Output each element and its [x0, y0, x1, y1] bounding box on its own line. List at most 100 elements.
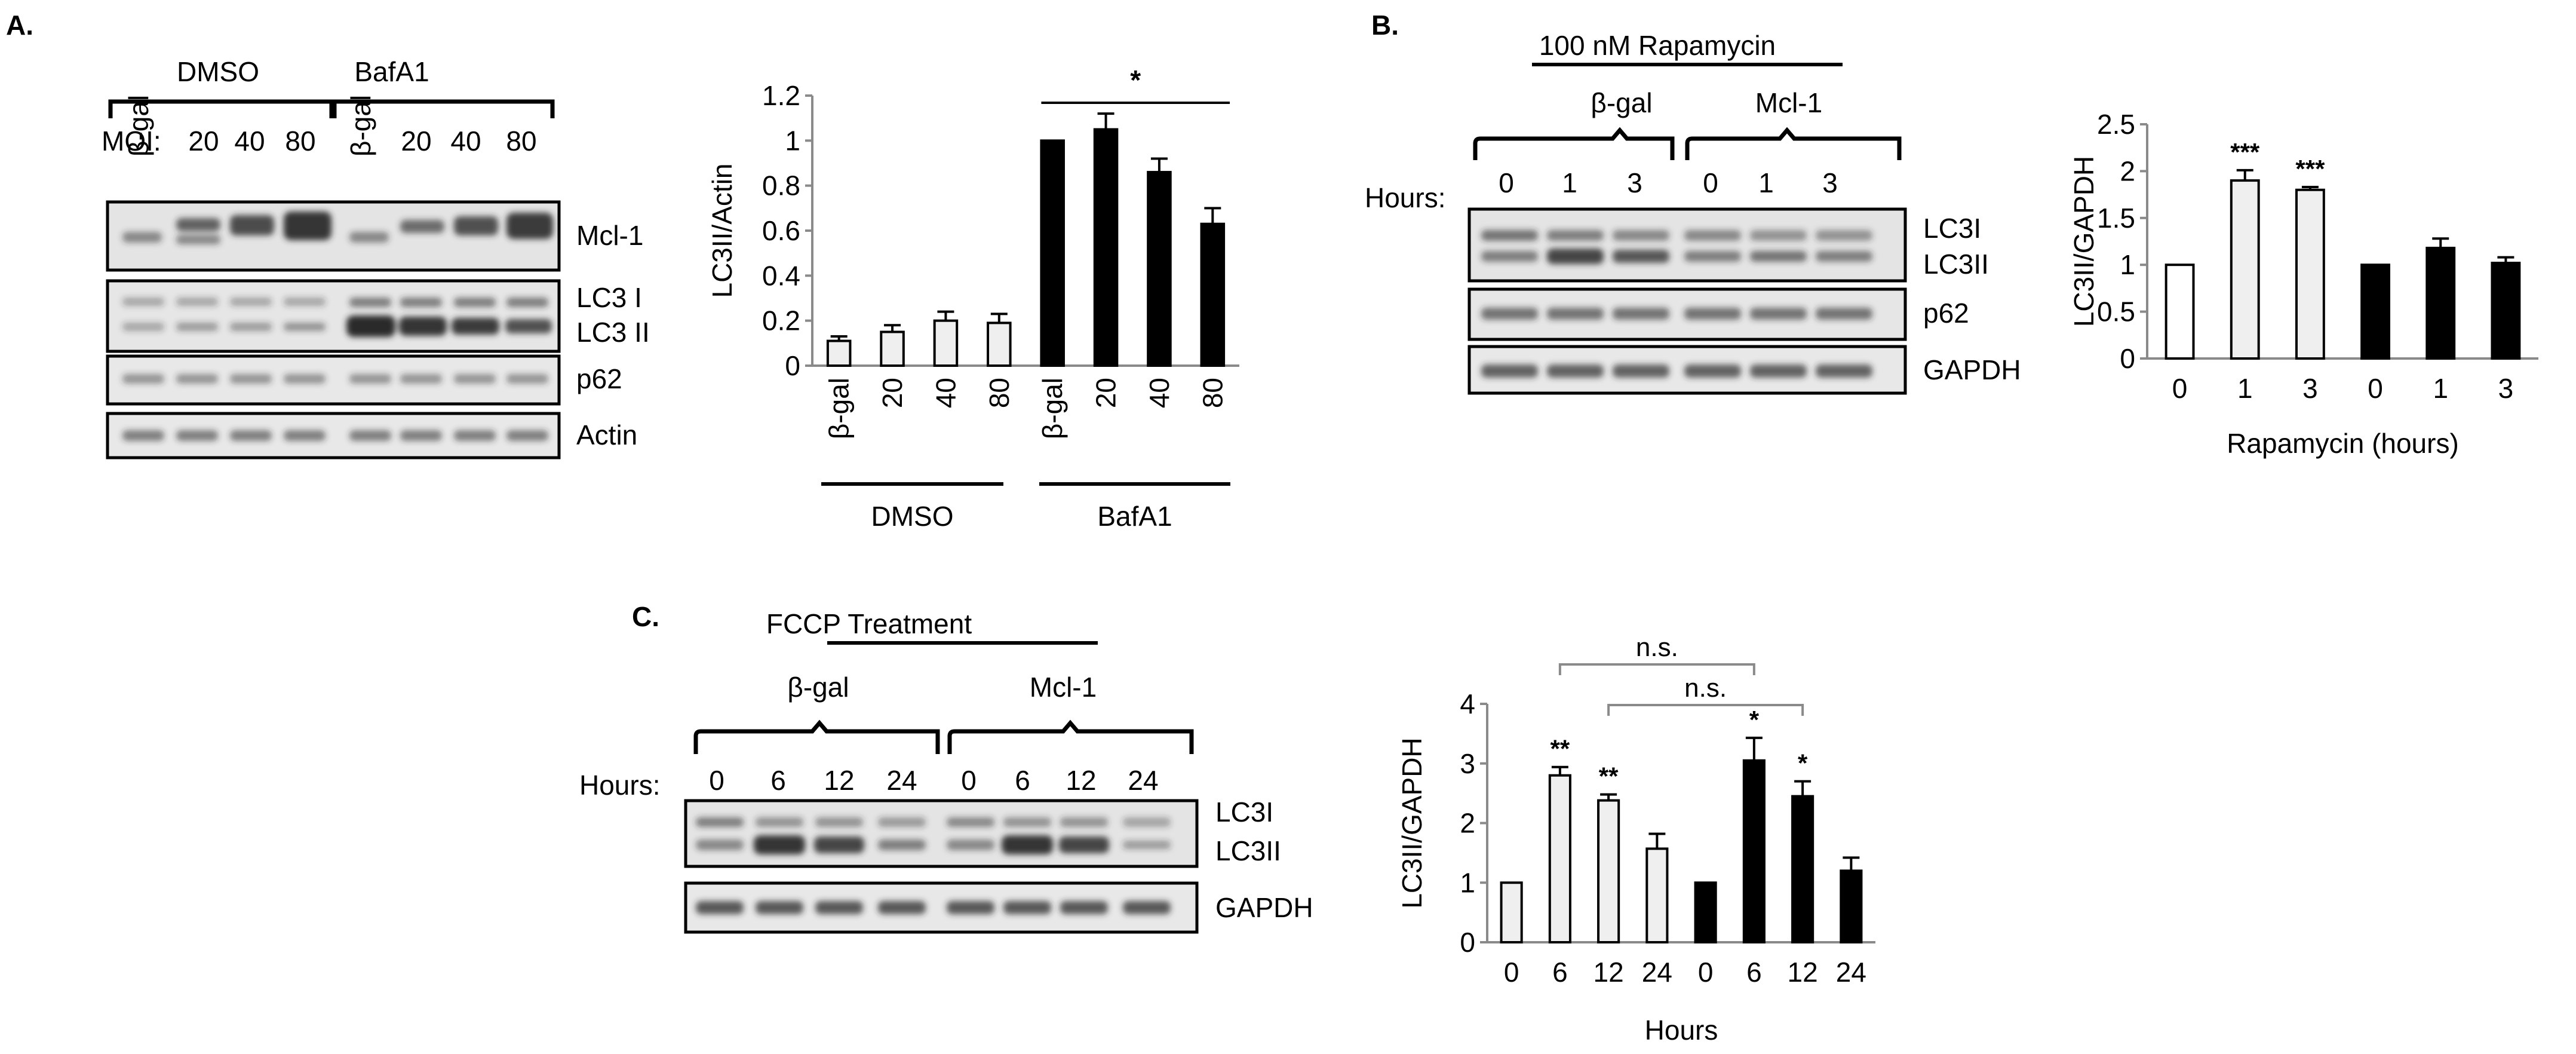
panel-b-band [1684, 251, 1741, 262]
chart-c-y-tick-label: 3 [1460, 748, 1475, 779]
panel-b-group-label-bgal: β-gal [1591, 87, 1652, 118]
panel-b-hours-label: Hours: [1365, 182, 1445, 213]
panel-c-band [1059, 837, 1109, 853]
chart-c-x-tick-label: 0 [1504, 957, 1519, 988]
panel-b-lane-label-5: 1 [1758, 167, 1774, 198]
panel-c-band [815, 901, 863, 914]
panel-b-band [1547, 308, 1604, 320]
panel-c-group-label-mcl1: Mcl-1 [1030, 672, 1097, 703]
panel-c-band [1123, 817, 1171, 827]
panel-b-band [1816, 251, 1872, 262]
chart-c-significance-star: ** [1599, 762, 1619, 790]
chart-b: 0 0.5 1 1.5 2 2.5 LC3II/GAPDH 0 1 *** 3 *** 0 1 3 Rapam… [2068, 109, 2538, 459]
panel-a-band [122, 323, 164, 331]
panel-c: C. FCCP Treatment β-gal Mcl-1 Hours: 0 6… [579, 601, 1875, 1046]
chart-c-y-axis-label: LC3II/GAPDH [1396, 737, 1427, 908]
panel-a-band [452, 318, 499, 335]
panel-b-lane-label-1: 0 [1499, 167, 1514, 198]
chart-a-x-tick-label: 20 [1091, 378, 1122, 408]
panel-c-band [878, 817, 926, 827]
panel-c-band [947, 901, 994, 914]
chart-b-y-tick-label: 1.5 [2097, 203, 2135, 234]
panel-b-band [1684, 308, 1741, 320]
panel-b-band [1816, 308, 1872, 320]
panel-b-band [1613, 230, 1669, 241]
panel-a-band [230, 374, 272, 384]
panel-b-band [1547, 230, 1604, 241]
chart-c-x-tick-label: 24 [1836, 957, 1866, 988]
panel-a-band [284, 323, 326, 331]
panel-c-treatment-title: FCCP Treatment [766, 608, 972, 639]
chart-c-ns-bracket [1558, 663, 1755, 675]
panel-a-band [506, 430, 548, 441]
panel-a-group-bracket-dmso [108, 99, 334, 118]
chart-a-x-tick-label: 20 [877, 378, 908, 408]
panel-a-band [284, 298, 326, 306]
panel-c-band [756, 817, 803, 827]
panel-c-band [696, 817, 744, 827]
panel-a-band [176, 430, 218, 441]
panel-c-band [947, 839, 994, 850]
panel-b-row-label-p62: p62 [1923, 298, 1969, 329]
panel-c-band [696, 839, 744, 850]
panel-c-group-bracket-mcl1 [947, 719, 1194, 754]
chart-a-y-tick-label: 0.6 [762, 215, 800, 246]
chart-b-x-tick-label: 3 [2302, 373, 2318, 404]
chart-c-y-tick-label: 2 [1460, 808, 1475, 839]
panel-b-band [1816, 364, 1872, 378]
panel-a-row-label-lc3ii: LC3 II [576, 317, 650, 348]
panel-a-band [230, 298, 272, 306]
chart-c-x-tick-label: 6 [1746, 957, 1762, 988]
chart-b-y-tick-label: 0.5 [2097, 296, 2135, 327]
panel-c-group-bracket-bgal [693, 719, 940, 754]
panel-a-band [399, 317, 447, 336]
chart-b-significance-star: *** [2230, 138, 2260, 166]
panel-a-band [176, 235, 220, 244]
panel-b-row-label-lc3ii: LC3II [1923, 249, 1989, 280]
panel-a-band [506, 298, 548, 307]
panel-a-band [176, 323, 218, 331]
panel-b-band [1547, 364, 1604, 378]
panel-b-band [1481, 364, 1538, 378]
panel-b-treatment-title: 100 nM Rapamycin [1539, 30, 1776, 61]
panel-c-band [1060, 817, 1108, 827]
panel-a-lane-label-8: 80 [506, 125, 536, 157]
panel-a-blot-actin-bands [122, 430, 548, 441]
panel-b-group-bracket-mcl1 [1685, 127, 1902, 160]
chart-b-bar [2491, 262, 2521, 360]
chart-a-x-tick-label: 80 [1197, 378, 1228, 408]
chart-a-y-tick-label: 1.2 [762, 80, 800, 111]
chart-c-bar [1500, 881, 1523, 943]
panel-a-band [176, 298, 218, 306]
panel-c-blot-lc3-strip [684, 799, 1199, 868]
panel-b-band [1750, 251, 1807, 262]
panel-a-blot-mcl1-strip [106, 200, 561, 272]
panel-b-band [1816, 230, 1872, 241]
panel-a-row-label-actin: Actin [576, 419, 637, 451]
panel-a-lane-label-5: β-gal [345, 95, 376, 157]
panel-a-band [284, 212, 331, 240]
panel-b-band [1613, 250, 1669, 263]
chart-c-bar [1742, 759, 1766, 943]
chart-a-bar [1147, 171, 1172, 367]
chart-c-bar [1840, 869, 1863, 944]
panel-b-label: B. [1371, 10, 1399, 41]
panel-c-lane-label-6: 6 [1015, 765, 1030, 796]
panel-b-blot-p62-bands [1481, 308, 1872, 320]
panel-a-band [505, 319, 552, 333]
panel-b-row-label-gapdh: GAPDH [1923, 354, 2021, 385]
chart-c-bar [1548, 774, 1571, 943]
panel-c-band [1123, 901, 1171, 914]
panel-c-lane-label-4: 24 [886, 765, 917, 796]
panel-c-blot-lc3-bands [696, 817, 1171, 854]
chart-b-y-axis-label: LC3II/GAPDH [2068, 156, 2099, 327]
chart-b-x-tick-label: 3 [2498, 373, 2514, 404]
panel-c-band [754, 835, 805, 854]
chart-b-y-tick-label: 1 [2120, 249, 2135, 280]
panel-a-band [454, 430, 496, 441]
panel-b-lane-label-4: 0 [1703, 167, 1718, 198]
panel-a-band [400, 220, 444, 233]
panel-a-band [454, 298, 496, 307]
chart-c-significance-star: * [1749, 706, 1760, 734]
